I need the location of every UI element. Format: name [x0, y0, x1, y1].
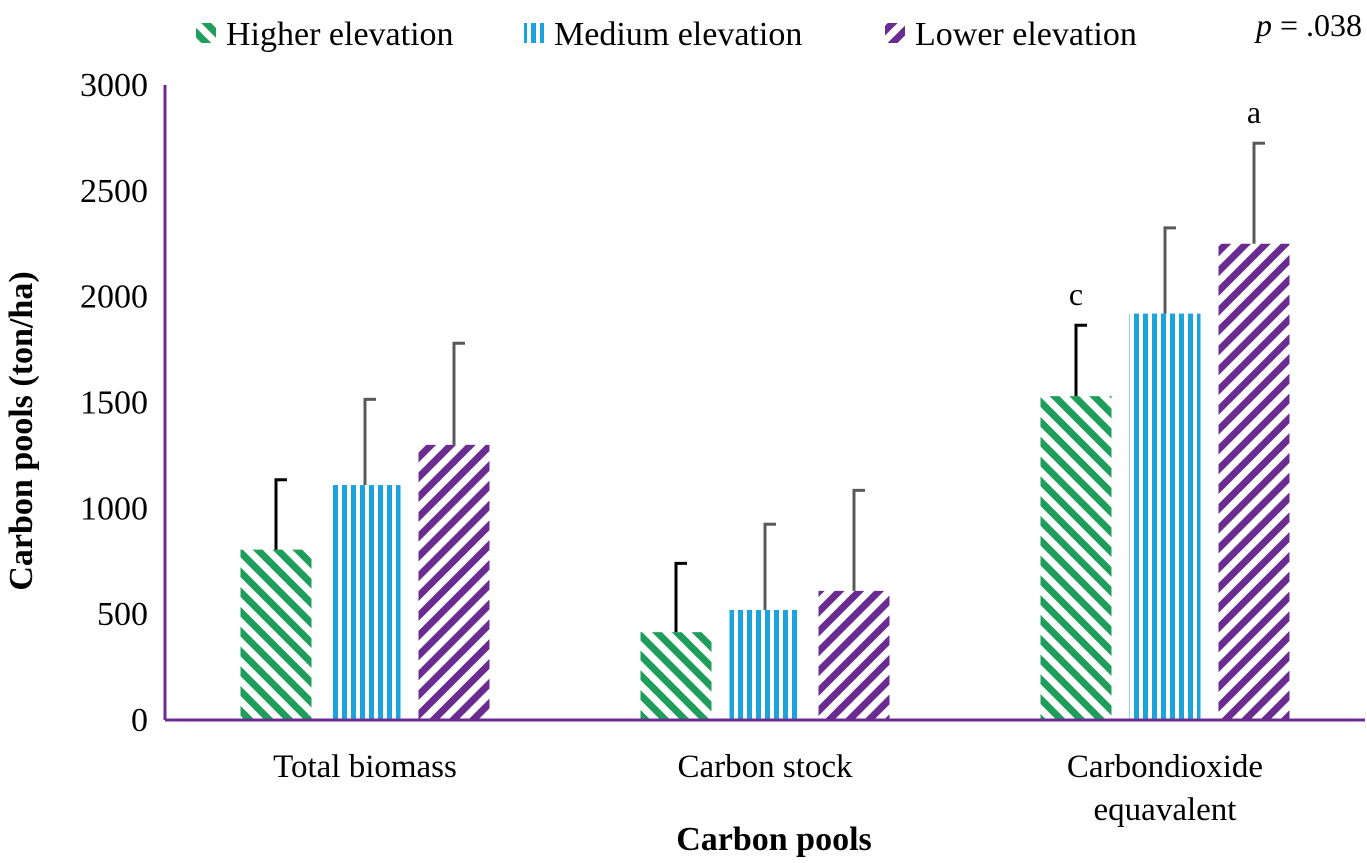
error-bar-higher-elevation-carbon-stock [674, 561, 687, 633]
significance-letter: c [1069, 276, 1083, 312]
x-axis-title: Carbon pools [676, 821, 872, 858]
error-bar-medium-elevation-total-biomass [363, 397, 376, 486]
error-bar-lower-elevation-carbon-stock [852, 488, 865, 591]
legend-swatch-medium-elevation [524, 23, 544, 43]
category-labels: Total biomass Carbon stock Carbondioxide eq… [273, 749, 1263, 828]
axes [163, 85, 1365, 722]
y-tick-label: 500 [97, 596, 148, 633]
legend-swatch-lower-elevation [885, 23, 905, 43]
error-bar-lower-elevation-total-biomass [452, 341, 465, 445]
y-tick-label: 2500 [80, 173, 148, 210]
legend-item-lower-elevation: Lower elevation [885, 16, 1137, 53]
x-category-label: equavalent [1094, 792, 1237, 828]
legend-swatch-higher-elevation [196, 23, 216, 43]
error-bar-higher-elevation-carbondioxide-equavalent [1074, 323, 1087, 397]
bars [240, 243, 1290, 720]
significance-letter: a [1247, 94, 1261, 130]
p-value-annotation: p = .038 [1254, 7, 1362, 43]
y-tick-label: 1500 [80, 385, 148, 422]
legend-item-higher-elevation: Higher elevation [196, 16, 454, 53]
y-tick-label: 0 [131, 702, 148, 739]
error-bar-medium-elevation-carbon-stock [763, 522, 776, 610]
x-category-label: Carbondioxide [1067, 749, 1263, 785]
y-axis-title: Carbon pools (ton/ha) [3, 271, 40, 590]
y-tick-label: 2000 [80, 279, 148, 316]
bar-medium-elevation-total-biomass [329, 485, 401, 720]
bar-lower-elevation-total-biomass [418, 444, 490, 720]
bar-medium-elevation-carbondioxide-equavalent [1129, 313, 1201, 720]
significance-letters: ca [1069, 94, 1261, 312]
legend-label-lower-elevation: Lower elevation [915, 16, 1137, 53]
y-tick-labels: 0 500 1000 1500 2000 2500 3000 [80, 67, 148, 739]
legend-label-higher-elevation: Higher elevation [226, 16, 454, 53]
bar-higher-elevation-total-biomass [240, 549, 312, 720]
bar-higher-elevation-carbondioxide-equavalent [1040, 396, 1112, 720]
legend-item-medium-elevation: Medium elevation [524, 16, 802, 53]
y-tick-label: 1000 [80, 490, 148, 527]
error-bar-lower-elevation-carbondioxide-equavalent [1252, 141, 1265, 244]
p-value-symbol: p [1254, 7, 1272, 43]
legend-label-medium-elevation: Medium elevation [554, 16, 802, 53]
bar-lower-elevation-carbondioxide-equavalent [1218, 243, 1290, 720]
bar-medium-elevation-carbon-stock [729, 609, 801, 720]
bar-higher-elevation-carbon-stock [640, 632, 712, 720]
y-tick-label: 3000 [80, 67, 148, 104]
legend: Higher elevation Medium elevation Lower … [196, 16, 1137, 53]
x-category-label: Carbon stock [677, 749, 853, 785]
x-category-label: Total biomass [273, 749, 457, 785]
error-bars [274, 141, 1265, 633]
p-value-text: = .038 [1272, 7, 1362, 43]
error-bar-medium-elevation-carbondioxide-equavalent [1163, 226, 1176, 314]
error-bar-higher-elevation-total-biomass [274, 478, 287, 550]
bar-lower-elevation-carbon-stock [818, 590, 890, 720]
